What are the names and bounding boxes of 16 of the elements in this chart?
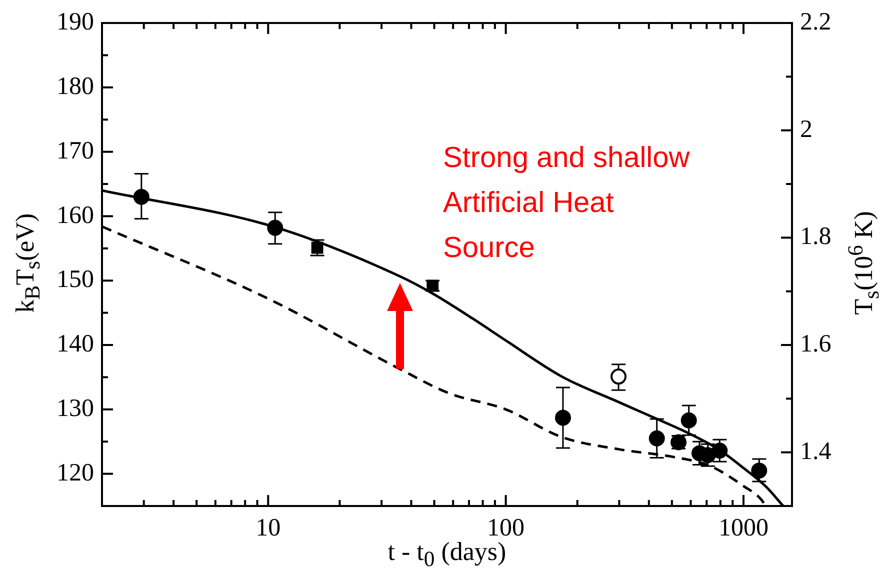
y-tick-label: 190 <box>56 8 94 36</box>
x-tick-label: 10 <box>256 514 281 542</box>
y-tick-label: 150 <box>56 266 94 294</box>
x-tick-label: 1000 <box>718 514 768 542</box>
y-tick-label: 170 <box>56 137 94 164</box>
y2-tick-label: 1.8 <box>800 223 832 250</box>
y-tick-label: 180 <box>56 72 94 100</box>
y2-tick-label: 2.2 <box>800 8 832 36</box>
y2-tick-label: 1.6 <box>800 330 832 358</box>
y-tick-label: 160 <box>56 202 94 229</box>
y2-tick-label: 2 <box>800 116 812 143</box>
y2-tick-label: 1.4 <box>800 438 832 465</box>
y-tick-label: 120 <box>56 459 94 486</box>
annotation: Strong and shallow Artificial Heat Source <box>443 141 690 266</box>
y-tick-label: 130 <box>56 394 94 422</box>
y-tick-label: 140 <box>56 330 94 358</box>
